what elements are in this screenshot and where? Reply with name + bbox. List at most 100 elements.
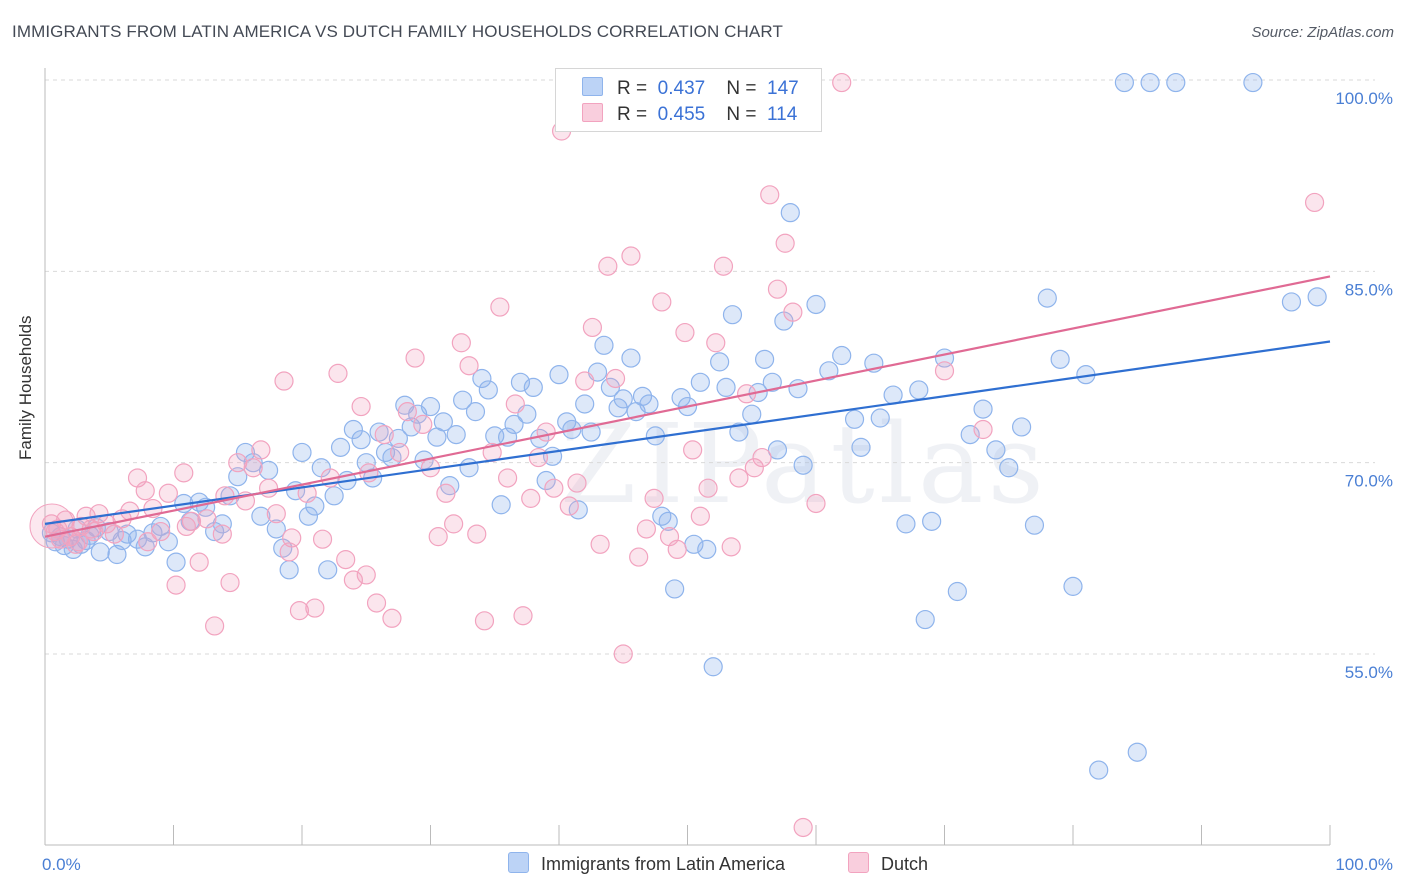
- data-point-latin-america: [318, 560, 338, 580]
- data-point-dutch: [567, 473, 587, 493]
- data-point-dutch: [459, 356, 479, 376]
- data-point-dutch: [382, 608, 402, 628]
- trend-line-dutch: [44, 275, 1331, 538]
- data-point-dutch: [729, 468, 749, 488]
- data-point-latin-america: [793, 455, 813, 475]
- data-point-latin-america: [351, 430, 371, 450]
- x-tick-label: 100.0%: [1335, 855, 1393, 874]
- data-point-latin-america: [1281, 292, 1302, 312]
- data-point-dutch: [228, 453, 248, 473]
- data-point-dutch: [397, 402, 417, 422]
- data-point-latin-america: [762, 372, 782, 392]
- data-point-latin-america: [652, 506, 672, 526]
- data-point-latin-america: [594, 335, 614, 355]
- data-point-latin-america: [1307, 287, 1327, 307]
- data-point-dutch: [158, 483, 178, 503]
- data-point-dutch: [205, 616, 225, 636]
- data-point-latin-america: [1037, 288, 1057, 308]
- data-point-dutch: [598, 256, 618, 276]
- data-point-dutch: [251, 440, 271, 460]
- trend-lines: [44, 275, 1331, 538]
- data-point-dutch: [721, 537, 741, 557]
- data-point-latin-america: [235, 442, 256, 463]
- data-point-dutch: [176, 516, 196, 537]
- axes: [44, 68, 1331, 846]
- legend-swatch-pink: [582, 103, 603, 122]
- data-point-latin-america: [819, 361, 839, 381]
- data-point-latin-america: [632, 386, 653, 406]
- data-point-dutch: [832, 72, 852, 93]
- chart-title: IMMIGRANTS FROM LATIN AMERICA VS DUTCH F…: [12, 22, 783, 41]
- data-point-latin-america: [851, 437, 871, 457]
- legend-n-value: 114: [767, 104, 798, 125]
- data-point-latin-america: [465, 402, 486, 422]
- data-point-dutch: [366, 593, 387, 613]
- data-point-latin-america: [491, 495, 511, 515]
- data-point-dutch: [279, 542, 299, 562]
- series-dutch-points: [29, 72, 1325, 838]
- legend-n-label: N =: [726, 104, 757, 125]
- y-tick-label: 100.0%: [1335, 89, 1393, 108]
- data-point-dutch: [706, 333, 726, 353]
- data-point-dutch: [374, 425, 394, 445]
- data-point-latin-america: [90, 542, 110, 562]
- legend-n-value: 147: [767, 78, 799, 99]
- legend-r-value: 0.437: [657, 78, 706, 99]
- data-point-latin-america: [324, 486, 344, 506]
- data-point-dutch: [683, 440, 703, 460]
- data-point-dutch: [613, 644, 633, 664]
- data-point-dutch: [760, 185, 780, 205]
- data-point-latin-america: [896, 514, 916, 534]
- data-point-latin-america: [298, 506, 319, 526]
- data-point-dutch: [806, 493, 826, 514]
- data-point-dutch: [474, 611, 495, 631]
- data-point-dutch: [436, 483, 456, 503]
- data-point-latin-america: [844, 409, 865, 429]
- data-point-latin-america: [690, 372, 710, 392]
- data-point-latin-america: [600, 377, 621, 398]
- data-point-latin-america: [478, 380, 498, 400]
- bottom-legend-label: Dutch: [881, 854, 929, 874]
- data-point-dutch: [667, 539, 687, 560]
- data-point-latin-america: [703, 657, 723, 677]
- data-point-dutch: [312, 529, 333, 549]
- data-point-latin-america: [343, 419, 363, 440]
- y-tick-label: 55.0%: [1345, 663, 1393, 682]
- data-point-dutch: [621, 246, 641, 266]
- data-point-latin-america: [151, 516, 171, 537]
- data-point-latin-america: [613, 389, 633, 409]
- data-point-latin-america: [510, 372, 531, 392]
- data-point-dutch: [305, 598, 325, 618]
- data-point-latin-america: [742, 404, 762, 424]
- data-point-dutch: [390, 442, 410, 463]
- data-point-latin-america: [330, 437, 351, 457]
- data-point-latin-america: [1127, 742, 1147, 762]
- data-point-dutch: [605, 368, 626, 389]
- data-point-latin-america: [639, 394, 659, 414]
- data-point-dutch: [104, 524, 124, 544]
- data-point-dutch: [174, 463, 194, 483]
- data-point-dutch: [356, 565, 376, 585]
- data-point-latin-america: [806, 294, 826, 315]
- data-point-dutch: [220, 572, 240, 593]
- data-point-dutch: [181, 511, 202, 531]
- data-point-dutch: [629, 547, 649, 567]
- data-point-latin-america: [112, 530, 132, 551]
- data-point-dutch: [151, 521, 171, 542]
- data-point-latin-america: [999, 458, 1019, 478]
- data-point-dutch: [444, 514, 464, 534]
- data-point-dutch: [289, 601, 310, 621]
- x-tick-label: 0.0%: [42, 855, 81, 874]
- data-point-dutch: [189, 552, 209, 572]
- data-point-latin-america: [973, 399, 993, 419]
- data-point-latin-america: [780, 203, 800, 223]
- data-point-latin-america: [388, 428, 408, 449]
- data-point-latin-america: [1011, 417, 1032, 437]
- data-point-dutch: [351, 396, 371, 417]
- data-point-latin-america: [1063, 576, 1083, 596]
- data-point-dutch: [744, 458, 764, 478]
- data-point-latin-america: [1243, 72, 1263, 93]
- data-point-dutch: [490, 297, 510, 317]
- data-point-latin-america: [1166, 72, 1186, 93]
